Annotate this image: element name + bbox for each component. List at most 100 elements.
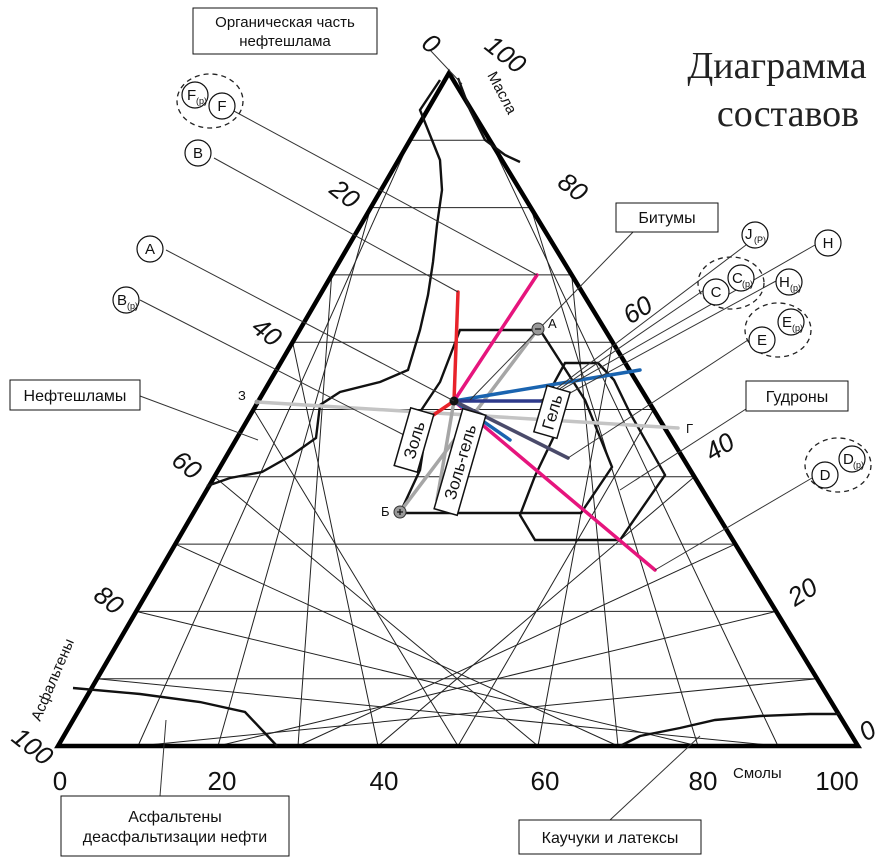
- grid-line-right: [571, 274, 619, 747]
- line-magenta-down: [452, 399, 657, 572]
- marker-c-r: C (р): [727, 264, 755, 292]
- marker-d-r: D (р): [838, 445, 866, 473]
- leader-bp: [139, 299, 405, 436]
- marker-j-r-sub: (Р): [754, 235, 766, 245]
- grid-line-left: [214, 476, 539, 747]
- marker-h-r: H (р): [775, 268, 803, 296]
- callout-organic-line1: Органическая часть: [215, 14, 355, 31]
- marker-e-r-sub: (р): [792, 323, 803, 333]
- marker-b-r-main: B: [117, 292, 127, 309]
- leader-organic: [429, 49, 463, 85]
- marker-b-r: B (р): [112, 286, 140, 314]
- leader-b: [213, 157, 459, 293]
- point-b: Б: [381, 504, 407, 519]
- axis-asphaltenes-label: Асфальтены: [28, 636, 78, 723]
- left-tick-40: 40: [246, 311, 288, 353]
- right-tick-60: 60: [617, 289, 658, 330]
- marker-h: H: [814, 229, 842, 257]
- rubber-region-boundary: [619, 712, 840, 748]
- left-tick-0: 0: [416, 27, 446, 60]
- point-a: А: [531, 316, 557, 336]
- bottom-tick-80: 80: [689, 766, 718, 796]
- organic-region-inner: [456, 77, 521, 164]
- circled-markers: F (р) F B A B (р) J (Р) H: [112, 73, 872, 493]
- marker-h-r-main: H: [779, 274, 790, 291]
- callout-organic: Органическая часть нефтешлама: [192, 7, 378, 55]
- line-magenta-up: [452, 273, 539, 403]
- leader-f: [231, 109, 538, 276]
- marker-group-d: [804, 437, 872, 493]
- marker-a: A: [136, 235, 164, 263]
- grid-line-left: [253, 409, 459, 747]
- organic-region-boundary: [206, 79, 444, 488]
- asphaltene-region-boundary: [72, 686, 278, 747]
- leader-hp: [547, 280, 777, 406]
- point-z: З: [238, 388, 260, 405]
- marker-e-r-main: E: [782, 314, 792, 331]
- grid-line-right: [537, 342, 614, 747]
- zone-gel: Гель: [532, 384, 572, 440]
- marker-d: D: [811, 461, 839, 489]
- point-a-label: А: [548, 316, 557, 331]
- bottom-tick-60: 60: [531, 766, 560, 796]
- callout-asphaltenes-deasph: Асфальтены деасфальтизации нефти: [60, 795, 290, 857]
- marker-j-r-main: J: [745, 226, 753, 243]
- triangle-outline: [54, 68, 863, 749]
- left-tick-100: 100: [6, 721, 59, 772]
- leader-e: [567, 339, 749, 459]
- callout-rubbers: Каучуки и латексы: [518, 819, 702, 855]
- callout-tars: Гудроны: [745, 380, 849, 412]
- bottom-axis-ticks: 0 20 40 60 80 100: [53, 766, 859, 796]
- grid-line-right: [457, 409, 654, 747]
- marker-d-main: D: [820, 467, 831, 484]
- right-tick-40: 40: [699, 426, 740, 467]
- marker-f: F: [208, 92, 236, 120]
- marker-f-r-sub: (р): [196, 96, 207, 106]
- leader-c: [541, 289, 705, 402]
- zone-sol: Золь: [393, 406, 435, 474]
- axis-resins-label: Смолы: [733, 765, 782, 782]
- leader-asph: [159, 719, 167, 797]
- right-tick-100: 100: [479, 29, 532, 80]
- callout-rubbers-text: Каучуки и латексы: [542, 830, 679, 847]
- marker-f-main: F: [217, 98, 226, 115]
- leader-rubbers: [609, 735, 701, 821]
- line-slate: [452, 399, 570, 460]
- point-g-label: Г: [686, 421, 693, 436]
- point-z-label: З: [238, 388, 246, 403]
- leader-h: [541, 244, 816, 402]
- marker-group-f: [176, 73, 244, 129]
- grid-line-left: [175, 543, 619, 747]
- left-tick-60: 60: [166, 444, 208, 486]
- region-boundaries: [72, 77, 840, 748]
- marker-c-r-main: C: [732, 270, 743, 287]
- title-line1: Диаграмма: [687, 45, 866, 87]
- leader-sludges: [139, 395, 259, 441]
- callout-bitumens-text: Битумы: [638, 210, 695, 227]
- leader-a: [165, 249, 455, 402]
- title-line2: составов: [717, 93, 859, 135]
- leader-j: [539, 244, 747, 402]
- leader-lines: [139, 49, 816, 821]
- marker-j-r: J (Р): [741, 221, 769, 249]
- leader-bitumens: [469, 229, 636, 401]
- callout-sludges-text: Нефтешламы: [24, 388, 127, 405]
- marker-c-main: C: [711, 284, 722, 301]
- callout-tars-text: Гудроны: [766, 389, 829, 406]
- marker-f-r: F (р): [181, 81, 209, 109]
- bottom-tick-20: 20: [208, 766, 237, 796]
- leader-d: [654, 477, 813, 571]
- marker-e-r: E (р): [777, 308, 805, 336]
- grid-line-right: [489, 140, 779, 747]
- bottom-tick-40: 40: [370, 766, 399, 796]
- right-tick-20: 20: [781, 571, 823, 613]
- marker-a-main: A: [145, 241, 155, 258]
- marker-c: C: [702, 278, 730, 306]
- point-b-label: Б: [381, 504, 390, 519]
- callout-asph-line2: деасфальтизации нефти: [83, 829, 267, 846]
- bottom-tick-100: 100: [815, 766, 858, 796]
- marker-f-r-main: F: [187, 87, 196, 104]
- bottom-tick-0: 0: [53, 766, 67, 796]
- zone-gel-label: Гель: [538, 392, 566, 432]
- leader-tars: [619, 399, 761, 491]
